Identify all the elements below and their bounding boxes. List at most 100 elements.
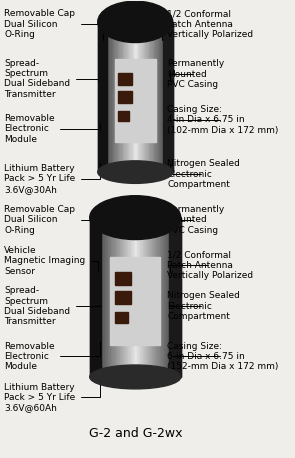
- Bar: [115, 272, 131, 284]
- Bar: [142, 22, 143, 172]
- Bar: [114, 22, 115, 172]
- Bar: [106, 22, 108, 172]
- Bar: [135, 218, 137, 377]
- Text: Spread-
Spectrum
Dual Sideband
Transmitter: Spread- Spectrum Dual Sideband Transmitt…: [4, 59, 98, 99]
- Bar: [132, 22, 133, 172]
- Bar: [152, 218, 153, 377]
- Bar: [110, 22, 112, 172]
- Bar: [103, 218, 105, 377]
- Bar: [108, 22, 109, 172]
- Bar: [149, 218, 150, 377]
- Bar: [141, 218, 143, 377]
- Bar: [91, 218, 93, 377]
- Bar: [170, 218, 172, 377]
- Bar: [100, 22, 101, 172]
- Bar: [155, 22, 156, 172]
- Bar: [171, 22, 173, 172]
- Text: Lithium Battery
Pack > 5 Yr Life
3.6V@60Ah: Lithium Battery Pack > 5 Yr Life 3.6V@60…: [4, 382, 100, 412]
- Bar: [175, 218, 176, 377]
- Bar: [129, 22, 130, 172]
- Bar: [100, 218, 102, 377]
- Bar: [164, 218, 165, 377]
- Bar: [143, 218, 144, 377]
- Bar: [102, 218, 103, 377]
- Bar: [118, 22, 119, 172]
- Bar: [168, 22, 169, 172]
- Text: Removable
Electronic
Module: Removable Electronic Module: [4, 341, 100, 371]
- Bar: [117, 218, 119, 377]
- Bar: [123, 218, 124, 377]
- Bar: [146, 218, 148, 377]
- Bar: [125, 22, 127, 172]
- Bar: [156, 22, 158, 172]
- Bar: [140, 22, 142, 172]
- Bar: [169, 218, 170, 377]
- Text: Removable Cap
Dual Silicon
O-Ring: Removable Cap Dual Silicon O-Ring: [4, 205, 103, 235]
- Bar: [144, 218, 146, 377]
- Bar: [124, 22, 125, 172]
- Text: Nitrogen Sealed
Electronic
Compartment: Nitrogen Sealed Electronic Compartment: [167, 159, 240, 189]
- Bar: [94, 218, 96, 377]
- Bar: [120, 218, 122, 377]
- Bar: [115, 311, 127, 323]
- Text: Removable
Electronic
Module: Removable Electronic Module: [4, 114, 100, 144]
- Bar: [149, 22, 150, 172]
- Bar: [93, 218, 94, 377]
- Ellipse shape: [90, 196, 181, 240]
- Text: Lithium Battery
Pack > 5 Yr Life
3.6V@30Ah: Lithium Battery Pack > 5 Yr Life 3.6V@30…: [4, 164, 100, 194]
- Bar: [139, 22, 140, 172]
- Text: Permanently
Mounted
PVC Casing: Permanently Mounted PVC Casing: [167, 60, 224, 89]
- Bar: [172, 218, 173, 377]
- Bar: [153, 218, 155, 377]
- Text: Spread-
Spectrum
Dual Sideband
Transmitter: Spread- Spectrum Dual Sideband Transmitt…: [4, 286, 100, 327]
- Bar: [127, 22, 128, 172]
- Bar: [138, 218, 140, 377]
- Text: Casing Size:
4-in Dia x 6.75 in
(102-mm Dia x 172 mm): Casing Size: 4-in Dia x 6.75 in (102-mm …: [167, 105, 279, 135]
- Bar: [118, 110, 129, 121]
- Text: G-1: G-1: [124, 172, 146, 185]
- Bar: [144, 22, 145, 172]
- Bar: [111, 218, 112, 377]
- Bar: [124, 218, 126, 377]
- Bar: [97, 218, 99, 377]
- Bar: [167, 218, 169, 377]
- Text: Casing Size:
6-in Dia x 6.75 in
(152-mm Dia x 172 mm): Casing Size: 6-in Dia x 6.75 in (152-mm …: [167, 342, 279, 371]
- Bar: [156, 218, 158, 377]
- Bar: [145, 22, 147, 172]
- Bar: [90, 218, 91, 377]
- Bar: [112, 22, 113, 172]
- Bar: [160, 22, 161, 172]
- Bar: [143, 22, 144, 172]
- Text: 1/2 Conformal
Patch Antenna
Vertically Polarized: 1/2 Conformal Patch Antenna Vertically P…: [162, 9, 253, 39]
- Bar: [131, 218, 132, 377]
- Bar: [134, 218, 135, 377]
- Bar: [110, 257, 160, 345]
- Ellipse shape: [90, 365, 181, 389]
- Bar: [117, 22, 118, 172]
- Bar: [115, 291, 131, 304]
- Ellipse shape: [98, 1, 173, 43]
- Bar: [140, 218, 141, 377]
- Bar: [158, 218, 160, 377]
- Bar: [98, 22, 99, 172]
- Bar: [170, 22, 171, 172]
- Bar: [148, 218, 149, 377]
- Bar: [118, 91, 132, 103]
- Bar: [101, 22, 103, 172]
- Bar: [154, 22, 155, 172]
- Bar: [113, 22, 114, 172]
- Bar: [165, 218, 167, 377]
- Bar: [165, 22, 166, 172]
- Bar: [104, 22, 105, 172]
- Bar: [103, 22, 104, 172]
- Bar: [137, 218, 138, 377]
- Bar: [118, 73, 132, 85]
- Bar: [173, 218, 175, 377]
- Bar: [161, 22, 163, 172]
- Bar: [150, 22, 152, 172]
- Bar: [132, 218, 134, 377]
- Bar: [99, 218, 100, 377]
- Text: Nitrogen Sealed
Electronic
Compartment: Nitrogen Sealed Electronic Compartment: [167, 291, 240, 322]
- Bar: [138, 22, 139, 172]
- Bar: [148, 22, 149, 172]
